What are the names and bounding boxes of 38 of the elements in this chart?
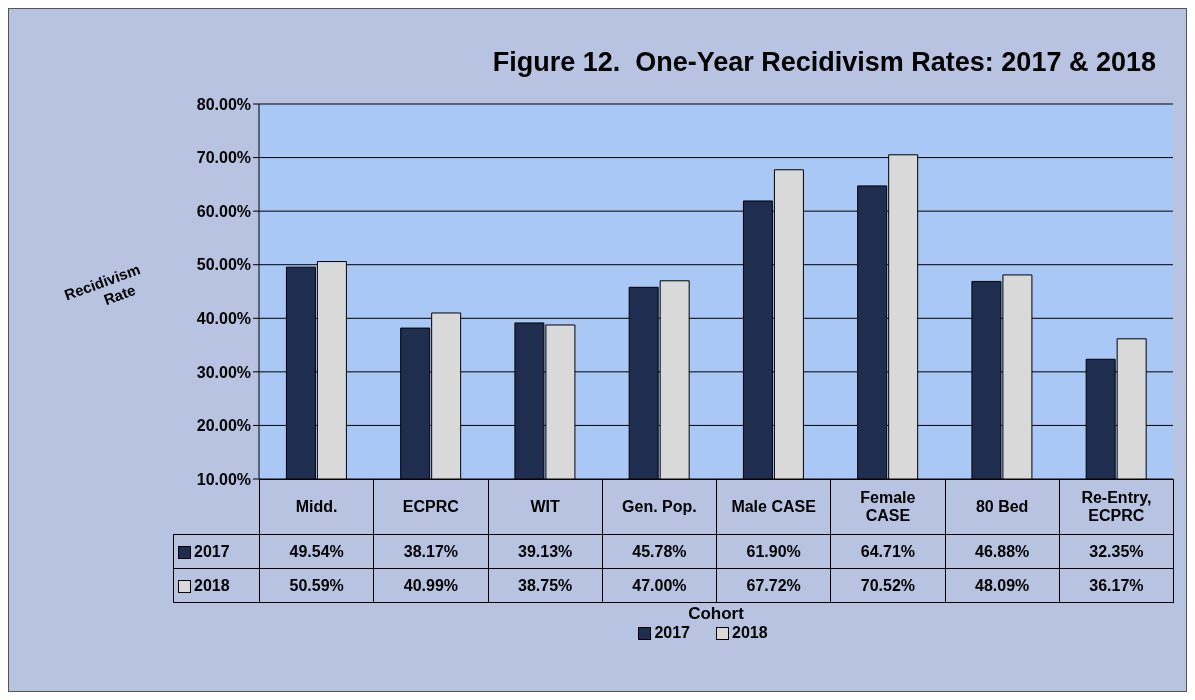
data-label: 36.17% (1059, 568, 1174, 603)
legend-label: 2017 (173, 534, 260, 569)
data-label: 32.35% (1059, 534, 1174, 569)
data-label: 49.54% (259, 534, 374, 569)
data-label: 67.72% (716, 568, 831, 603)
data-label: 47.00% (602, 568, 717, 603)
x-tick-label: Female CASE (830, 479, 945, 535)
x-tick-label: Midd. (259, 479, 374, 535)
y-tick-label: 40.00% (196, 309, 251, 327)
data-label: 38.75% (488, 568, 603, 603)
data-label: 48.09% (945, 568, 1060, 603)
data-label: 39.13% (488, 534, 603, 569)
y-tick-label: 80.00% (196, 95, 251, 113)
y-tick-label: 10.00% (196, 470, 251, 488)
data-label: 45.78% (602, 534, 717, 569)
data-label: 40.99% (373, 568, 488, 603)
data-label: 46.88% (945, 534, 1060, 569)
x-axis-title: Cohort (687, 604, 745, 623)
x-tick-label: ECPRC (373, 479, 488, 535)
x-tick-label: Gen. Pop. (602, 479, 717, 535)
x-tick-label: WIT (488, 479, 603, 535)
x-tick-label: Re-Entry, ECPRC (1059, 479, 1174, 535)
data-label: 50.59% (259, 568, 374, 603)
chart-title: Figure 12. One-Year Recidivism Rates: 2017 & 2018 (492, 47, 1156, 78)
x-tick-label: Male CASE (716, 479, 831, 535)
data-label: 38.17% (373, 534, 488, 569)
y-tick-label: 60.00% (196, 202, 251, 220)
y-tick-label: 30.00% (196, 363, 251, 381)
x-tick-label: 80 Bed (945, 479, 1060, 535)
data-label: 61.90% (716, 534, 831, 569)
legend-label: 2018 (173, 568, 260, 603)
data-label: 70.52% (830, 568, 945, 603)
y-tick-label: 70.00% (196, 149, 251, 167)
y-tick-label: 20.00% (196, 417, 251, 435)
text: 2017 (654, 624, 690, 641)
y-tick-label: 50.00% (196, 256, 251, 274)
text: 2018 (732, 624, 768, 641)
data-label: 64.71% (830, 534, 945, 569)
